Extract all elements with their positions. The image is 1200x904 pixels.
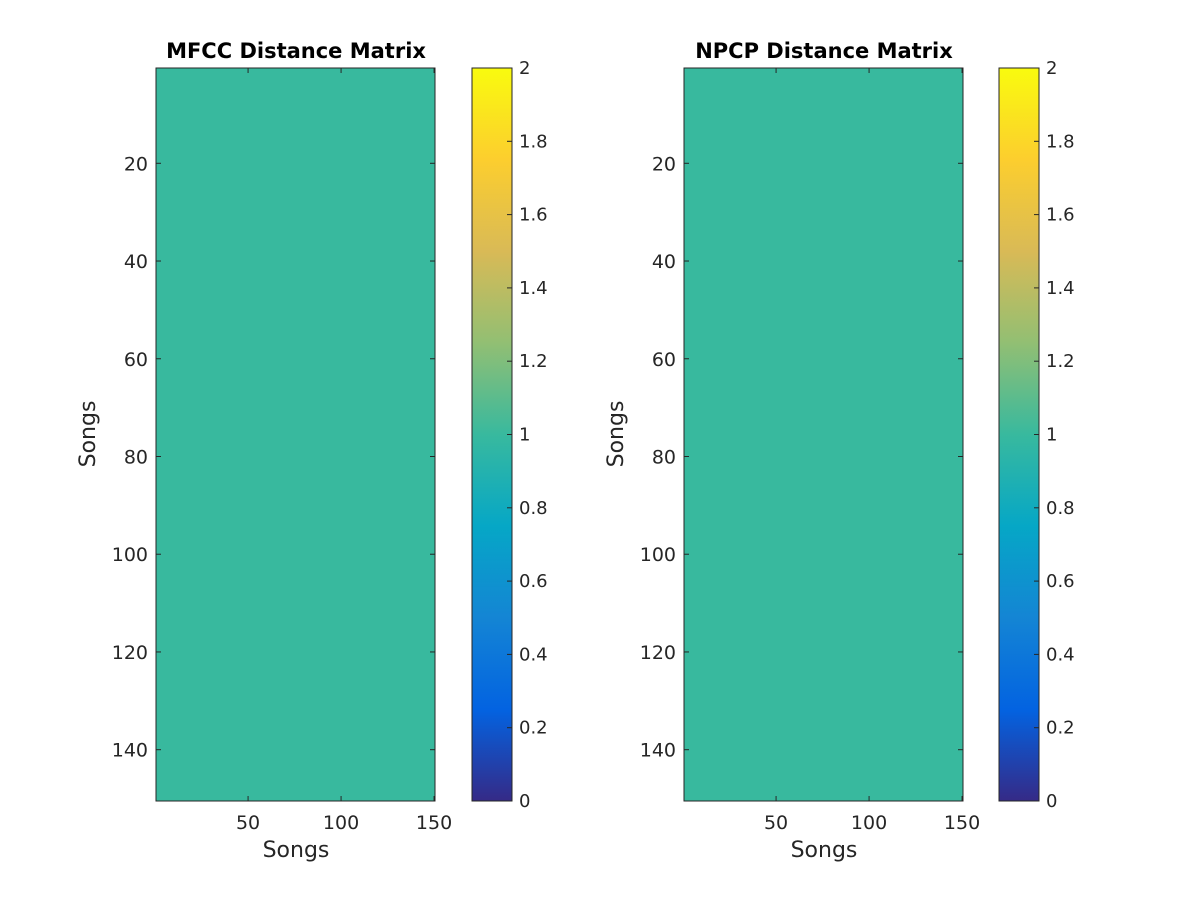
y-tick-label: 100 — [112, 544, 148, 566]
y-tick-label: 80 — [124, 446, 148, 468]
colorbar-tick-label: 0 — [1046, 791, 1057, 812]
colorbar-tick-label: 1.8 — [519, 131, 548, 152]
colorbar-tick-label: 1.8 — [1046, 131, 1075, 152]
x-axis-label: Songs — [263, 838, 330, 863]
x-tick-label: 50 — [236, 812, 260, 834]
y-tick-label: 60 — [652, 349, 676, 371]
y-axis-label: Songs — [604, 401, 629, 468]
x-tick-label: 100 — [851, 812, 887, 834]
y-axis-ticks: 20 40 60 80 100 120 140 — [112, 153, 435, 762]
colorbar-tick-label: 1.2 — [1046, 351, 1075, 372]
chart-title: MFCC Distance Matrix — [166, 39, 426, 63]
y-tick-label: 60 — [124, 349, 148, 371]
heatmap-cell-block — [684, 68, 963, 801]
x-tick-label: 100 — [323, 812, 359, 834]
x-axis-label: Songs — [791, 838, 858, 863]
colorbar-tick-label: 1.6 — [519, 205, 548, 226]
y-tick-label: 80 — [652, 446, 676, 468]
colorbar-tick-label: 0.8 — [519, 498, 548, 519]
plot-frame — [683, 67, 964, 802]
colorbar-tick-label: 0.4 — [519, 644, 548, 665]
colorbar-tick-label: 2 — [1046, 58, 1057, 79]
y-tick-label: 100 — [640, 544, 676, 566]
colorbar: 0 0.2 0.4 0.6 0.8 1 1.2 1.4 1.6 1.8 2 — [471, 58, 548, 812]
y-tick-label: 140 — [112, 740, 148, 762]
x-axis-ticks: 50 100 150 — [764, 68, 980, 834]
plot-frame — [155, 67, 436, 802]
colorbar: 0 0.2 0.4 0.6 0.8 1 1.2 1.4 1.6 1.8 2 — [998, 58, 1075, 812]
colorbar-tick-label: 0.6 — [1046, 571, 1075, 592]
heatmap-cells — [156, 68, 435, 801]
y-tick-label: 140 — [640, 740, 676, 762]
y-tick-label: 40 — [124, 251, 148, 273]
y-axis-label: Songs — [76, 401, 101, 468]
colorbar-tick-label: 0.8 — [1046, 498, 1075, 519]
y-axis-ticks: 20 40 60 80 100 120 140 — [640, 153, 963, 762]
colorbar-tick-label: 1 — [1046, 425, 1057, 446]
colorbar-tick-label: 0 — [519, 791, 530, 812]
colorbar-tick-label: 1.4 — [1046, 278, 1075, 299]
y-tick-label: 40 — [652, 251, 676, 273]
x-axis-ticks: 50 100 150 — [236, 68, 452, 834]
x-tick-label: 150 — [944, 812, 980, 834]
colorbar-tick-label: 1.4 — [519, 278, 548, 299]
colorbar-tick-label: 0.4 — [1046, 644, 1075, 665]
colorbar-gradient — [999, 68, 1039, 801]
y-tick-label: 20 — [652, 153, 676, 175]
heatmap-cell-block — [156, 68, 435, 801]
colorbar-tick-label: 0.6 — [519, 571, 548, 592]
colorbar-gradient — [472, 68, 512, 801]
mfcc-heatmap-panel: MFCC Distance Matrix 50 100 150 2040608010… — [76, 39, 548, 863]
heatmap-cells — [684, 68, 963, 801]
x-tick-label: 150 — [416, 812, 452, 834]
y-tick-label: 120 — [112, 642, 148, 664]
colorbar-tick-label: 0.2 — [1046, 718, 1075, 739]
npcp-heatmap-panel: NPCP Distance Matrix 50 100 150 2040608010… — [604, 39, 1075, 863]
colorbar-tick-label: 0.2 — [519, 718, 548, 739]
colorbar-tick-label: 1 — [519, 425, 530, 446]
colorbar-tick-label: 1.6 — [1046, 205, 1075, 226]
x-tick-label: 50 — [764, 812, 788, 834]
y-tick-label: 20 — [124, 153, 148, 175]
colorbar-tick-label: 1.2 — [519, 351, 548, 372]
y-tick-label: 120 — [640, 642, 676, 664]
colorbar-tick-label: 2 — [519, 58, 530, 79]
chart-title: NPCP Distance Matrix — [695, 39, 953, 63]
